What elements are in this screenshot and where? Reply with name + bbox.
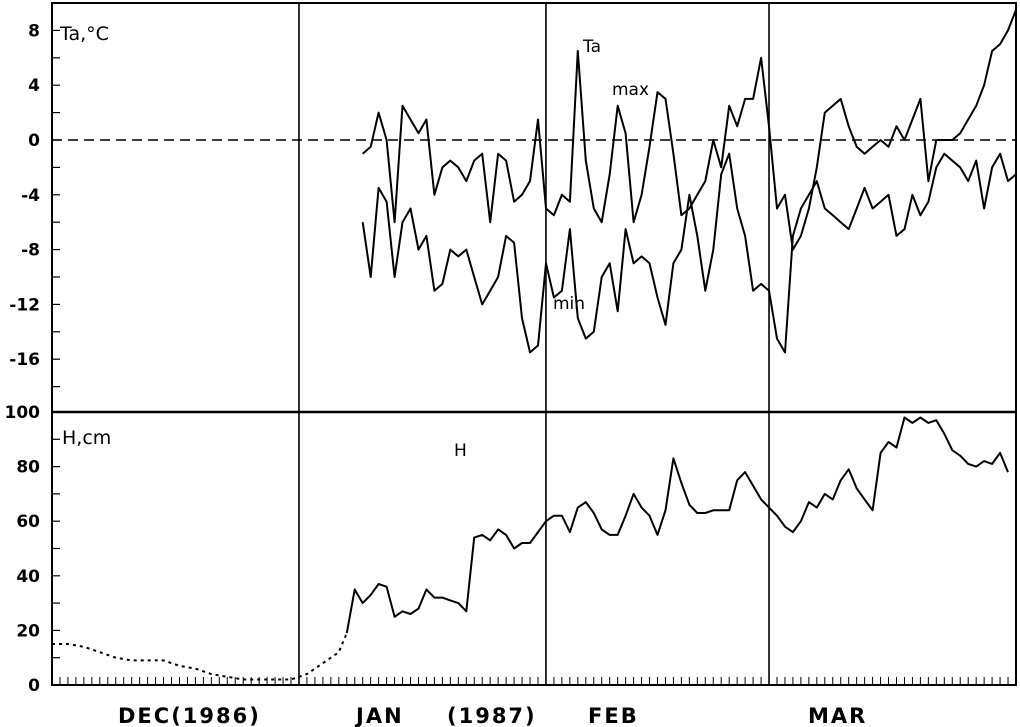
snow-tick-label: 40 (16, 567, 40, 587)
ta-min-line (361, 152, 1017, 354)
temp-tick-label: 8 (28, 21, 40, 41)
annotation-max: max (612, 80, 649, 100)
snow-tick-label: 60 (16, 512, 40, 532)
month-label-jan: JAN (354, 704, 404, 727)
temp-tick-label: -4 (21, 186, 40, 206)
axis-ticks (51, 2, 1017, 686)
snow-tick-label: 20 (16, 621, 40, 641)
month-label-dec: DEC(1986) (118, 704, 261, 727)
month-dividers (298, 3, 770, 685)
annotation-ta: Ta (582, 37, 601, 57)
month-label-feb: FEB (588, 704, 639, 727)
snow-depth-y-label: H,cm (62, 427, 111, 449)
snow-tick-label: 100 (5, 403, 41, 423)
month-label-mar: MAR (808, 704, 867, 727)
snow-depth-dotted-line (52, 632, 348, 681)
temp-tick-label: -8 (21, 241, 40, 261)
series-lines (52, 9, 1017, 681)
annotation-h: H (454, 441, 467, 461)
temp-tick-label: 0 (28, 131, 40, 151)
temperature-y-label: Ta,°C (59, 23, 109, 45)
plot-frame (51, 2, 1017, 686)
month-label-1987: (1987) (447, 704, 537, 727)
temp-tick-label: -16 (9, 350, 40, 370)
temp-tick-label: -12 (9, 295, 40, 315)
snow-depth-line (345, 416, 1009, 634)
ta-max-line (362, 9, 1017, 251)
temp-tick-label: 4 (28, 76, 40, 96)
annotation-min: min (553, 294, 585, 314)
snow-tick-label: 0 (28, 676, 40, 696)
snow-tick-label: 80 (16, 458, 40, 478)
